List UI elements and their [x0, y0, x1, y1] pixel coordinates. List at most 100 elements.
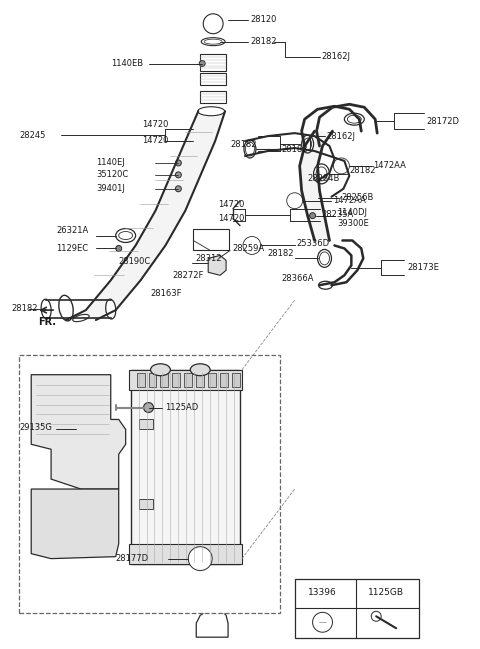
Ellipse shape — [151, 364, 170, 376]
Ellipse shape — [316, 167, 327, 181]
Text: 14720: 14720 — [218, 214, 244, 223]
Ellipse shape — [41, 299, 51, 319]
Ellipse shape — [106, 299, 116, 319]
Text: 35120C: 35120C — [96, 171, 128, 179]
Ellipse shape — [304, 138, 312, 150]
Text: 28259A: 28259A — [232, 244, 264, 253]
Text: 28163F: 28163F — [151, 289, 182, 298]
Ellipse shape — [73, 314, 89, 322]
Text: 1140EJ: 1140EJ — [96, 158, 125, 167]
Text: 14720: 14720 — [218, 200, 244, 209]
Text: 1140EB: 1140EB — [111, 59, 143, 68]
Text: 13396: 13396 — [308, 588, 337, 597]
Bar — [129, 544, 242, 563]
Ellipse shape — [201, 38, 225, 45]
Bar — [196, 373, 204, 387]
Ellipse shape — [319, 281, 333, 289]
Text: 28182: 28182 — [282, 145, 308, 154]
Text: 28366A: 28366A — [282, 274, 314, 283]
Bar — [295, 578, 419, 638]
Circle shape — [175, 160, 181, 166]
Circle shape — [334, 158, 349, 174]
Text: 28272F: 28272F — [172, 271, 204, 280]
Bar — [148, 373, 156, 387]
Circle shape — [175, 186, 181, 191]
Bar — [19, 355, 280, 613]
Circle shape — [203, 14, 223, 34]
Ellipse shape — [318, 249, 332, 267]
Text: 28245: 28245 — [19, 130, 46, 140]
Bar — [200, 73, 226, 86]
Circle shape — [144, 402, 154, 413]
Text: 1125GB: 1125GB — [368, 588, 404, 597]
Text: 28177D: 28177D — [116, 554, 149, 563]
Text: FR.: FR. — [38, 317, 56, 327]
Ellipse shape — [344, 113, 364, 125]
Text: 28235A: 28235A — [322, 210, 354, 219]
Ellipse shape — [301, 135, 313, 153]
Text: 28182: 28182 — [230, 140, 256, 149]
Ellipse shape — [59, 295, 73, 321]
Text: 28312: 28312 — [195, 254, 222, 263]
Bar — [131, 370, 240, 563]
Bar — [137, 373, 144, 387]
Ellipse shape — [116, 228, 136, 243]
Bar — [200, 92, 226, 103]
Ellipse shape — [245, 142, 254, 156]
Text: 26321A: 26321A — [56, 226, 88, 235]
Ellipse shape — [244, 140, 256, 158]
Text: 28120: 28120 — [250, 16, 276, 24]
Text: 1472AA: 1472AA — [334, 196, 366, 205]
Circle shape — [336, 161, 347, 171]
Polygon shape — [208, 256, 226, 275]
Bar — [184, 373, 192, 387]
Polygon shape — [196, 609, 228, 637]
Text: 1472AA: 1472AA — [373, 162, 406, 171]
Text: 28284B: 28284B — [308, 175, 340, 184]
Polygon shape — [300, 131, 333, 241]
Ellipse shape — [313, 164, 329, 184]
Ellipse shape — [320, 252, 329, 265]
Text: 39401J: 39401J — [96, 184, 125, 193]
Polygon shape — [31, 374, 126, 489]
Circle shape — [175, 172, 181, 178]
Ellipse shape — [348, 116, 361, 123]
Circle shape — [312, 612, 333, 632]
Text: 1125AD: 1125AD — [166, 403, 199, 412]
Text: 28162J: 28162J — [326, 132, 356, 141]
Text: 28173E: 28173E — [407, 263, 439, 272]
Text: 28182: 28182 — [268, 249, 294, 258]
Circle shape — [243, 236, 261, 254]
Text: 14720: 14720 — [143, 119, 169, 129]
Text: 14720: 14720 — [143, 136, 169, 145]
Text: 28162J: 28162J — [322, 52, 350, 61]
Circle shape — [246, 239, 258, 251]
Bar — [160, 373, 168, 387]
Text: 25336D: 25336D — [297, 239, 330, 248]
Ellipse shape — [190, 364, 210, 376]
Text: 28172D: 28172D — [426, 117, 459, 126]
Bar — [193, 228, 229, 251]
Bar — [129, 370, 242, 389]
Bar — [200, 54, 226, 71]
Circle shape — [192, 551, 208, 567]
Circle shape — [199, 60, 205, 66]
Circle shape — [287, 193, 302, 209]
Ellipse shape — [119, 232, 132, 239]
Text: 28256B: 28256B — [341, 193, 374, 202]
Text: 28182: 28182 — [349, 166, 376, 175]
Bar — [208, 373, 216, 387]
Text: 29135G: 29135G — [19, 423, 52, 432]
Bar — [139, 499, 153, 509]
Circle shape — [188, 546, 212, 570]
Text: 1140DJ: 1140DJ — [337, 208, 367, 217]
Text: 1129EC: 1129EC — [56, 244, 88, 253]
Bar — [172, 373, 180, 387]
Circle shape — [371, 611, 381, 621]
Circle shape — [290, 196, 300, 206]
Bar — [139, 419, 153, 430]
Circle shape — [310, 213, 315, 219]
Text: 28182: 28182 — [250, 37, 276, 46]
Bar — [220, 373, 228, 387]
Circle shape — [315, 615, 329, 630]
